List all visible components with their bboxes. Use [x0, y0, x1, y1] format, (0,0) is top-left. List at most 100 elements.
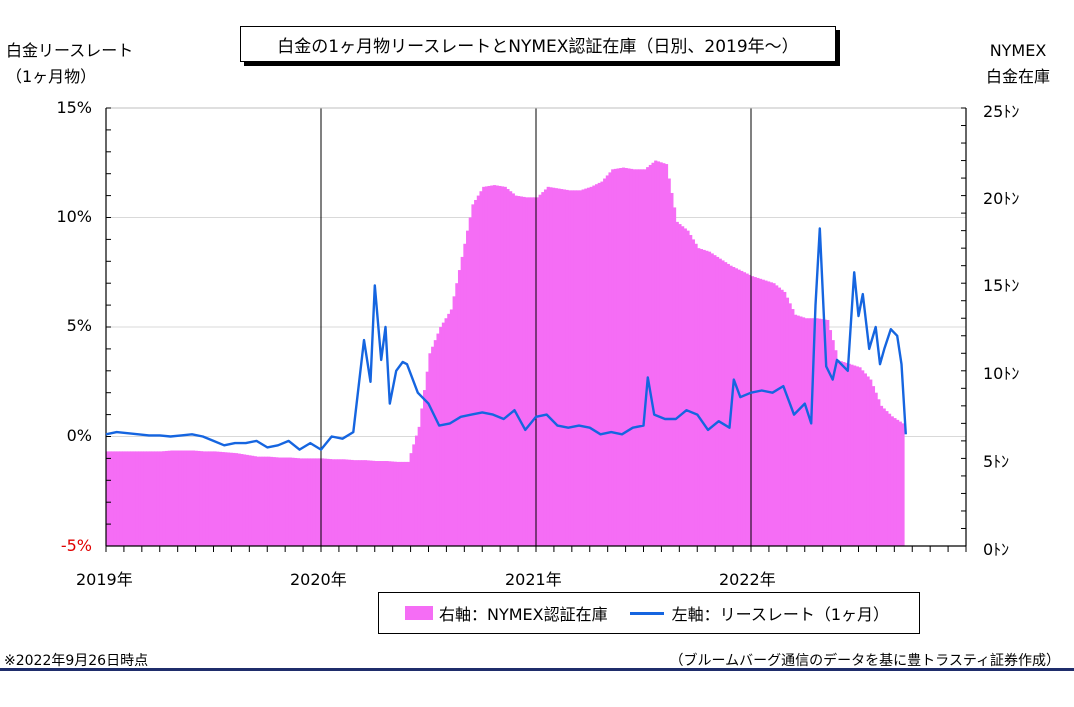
inventory-bar [173, 450, 177, 546]
inventory-bar [791, 309, 795, 546]
inventory-bar [879, 405, 884, 546]
inventory-bar [638, 169, 642, 546]
inventory-bar [826, 319, 830, 546]
inventory-bar [275, 457, 279, 546]
inventory-bar [750, 276, 755, 546]
inventory-bar [901, 423, 905, 546]
inventory-bar [893, 418, 897, 546]
x-tick-label: 2022年 [719, 570, 776, 589]
inventory-bar [498, 185, 502, 547]
inventory-bar [423, 390, 427, 546]
inventory-bar [412, 444, 416, 546]
inventory-bar [656, 161, 661, 546]
inventory-bar [224, 452, 228, 546]
inventory-bar [799, 316, 803, 546]
inventory-bar [597, 182, 601, 546]
inventory-bar [667, 178, 671, 546]
inventory-bar [807, 318, 811, 546]
inventory-bar [414, 435, 419, 546]
inventory-bar [229, 452, 233, 546]
inventory-bar [291, 457, 295, 546]
left-tick-label-negative: -5% [60, 536, 92, 555]
inventory-bar [374, 461, 378, 546]
inventory-bar [417, 426, 421, 546]
inventory-bar [433, 340, 437, 546]
inventory-bar [863, 373, 867, 546]
inventory-bar [380, 461, 384, 546]
inventory-bar [492, 185, 497, 546]
inventory-bar [605, 175, 609, 546]
inventory-bar [839, 361, 843, 546]
inventory-bar [581, 189, 585, 546]
inventory-bar [592, 185, 596, 546]
inventory-bar [127, 451, 131, 546]
inventory-bar [560, 189, 564, 546]
left-axis-title-line2: （1ヶ月物） [6, 67, 97, 86]
inventory-bar [573, 190, 577, 546]
inventory-bar [339, 459, 343, 546]
inventory-bar [181, 450, 185, 546]
inventory-bar [202, 451, 206, 546]
inventory-bar [772, 283, 776, 546]
inventory-bar [455, 283, 459, 546]
inventory-bar [259, 456, 263, 546]
right-axis-title-line2: 白金在庫 [985, 67, 1050, 86]
inventory-bar [775, 285, 779, 546]
inventory-bar [861, 370, 865, 546]
inventory-bar [742, 272, 747, 546]
inventory-bar [409, 453, 413, 546]
inventory-bar [468, 217, 472, 546]
inventory-bar [834, 350, 838, 546]
x-tick-label: 2020年 [290, 570, 347, 589]
inventory-bar [253, 456, 257, 546]
inventory-bar [509, 191, 513, 546]
inventory-bar [401, 461, 405, 546]
inventory-bar [603, 178, 607, 546]
inventory-bar [353, 460, 357, 546]
inventory-bar [124, 451, 128, 546]
inventory-bar [135, 451, 139, 546]
inventory-bar [640, 169, 644, 546]
inventory-bar [715, 256, 720, 546]
inventory-bar [632, 169, 636, 546]
inventory-bar [541, 192, 545, 546]
inventory-bar [533, 197, 537, 547]
left-tick-label: 5% [66, 316, 92, 335]
inventory-bar [672, 207, 677, 546]
inventory-bar [428, 353, 432, 546]
inventory-bar [552, 187, 556, 546]
x-tick-label: 2021年 [505, 570, 562, 589]
inventory-bar [178, 450, 182, 546]
inventory-bar [213, 451, 217, 546]
inventory-bar [718, 258, 722, 546]
inventory-bar [216, 451, 220, 546]
inventory-bar [460, 256, 464, 546]
inventory-bar [248, 455, 252, 546]
inventory-bar [482, 186, 486, 546]
inventory-bar [474, 199, 478, 547]
inventory-bar [312, 458, 317, 546]
inventory-bar [850, 364, 854, 546]
inventory-bar [466, 230, 470, 546]
inventory-bar [898, 421, 902, 546]
inventory-bar [350, 459, 354, 546]
inventory-bar [191, 450, 196, 546]
inventory-bar [328, 459, 333, 546]
right-tick-label: 15ﾄﾝ [983, 276, 1020, 295]
inventory-bar [277, 457, 282, 546]
inventory-bar [511, 193, 515, 546]
inventory-bar [358, 460, 362, 546]
inventory-bar [662, 163, 666, 547]
chart-title: 白金の1ヶ月物リースレートとNYMEX認証在庫（日別、2019年～） [240, 26, 836, 62]
inventory-bar [441, 322, 446, 546]
inventory-bar [804, 318, 808, 546]
inventory-bar [162, 451, 166, 546]
right-tick-label: 10ﾄﾝ [983, 364, 1020, 383]
inventory-bar [119, 451, 123, 546]
inventory-bar [769, 282, 773, 546]
inventory-bar [218, 451, 222, 546]
inventory-bar [621, 167, 626, 546]
inventory-bar [699, 249, 704, 546]
inventory-bar [646, 167, 650, 546]
inventory-bar [490, 185, 494, 546]
